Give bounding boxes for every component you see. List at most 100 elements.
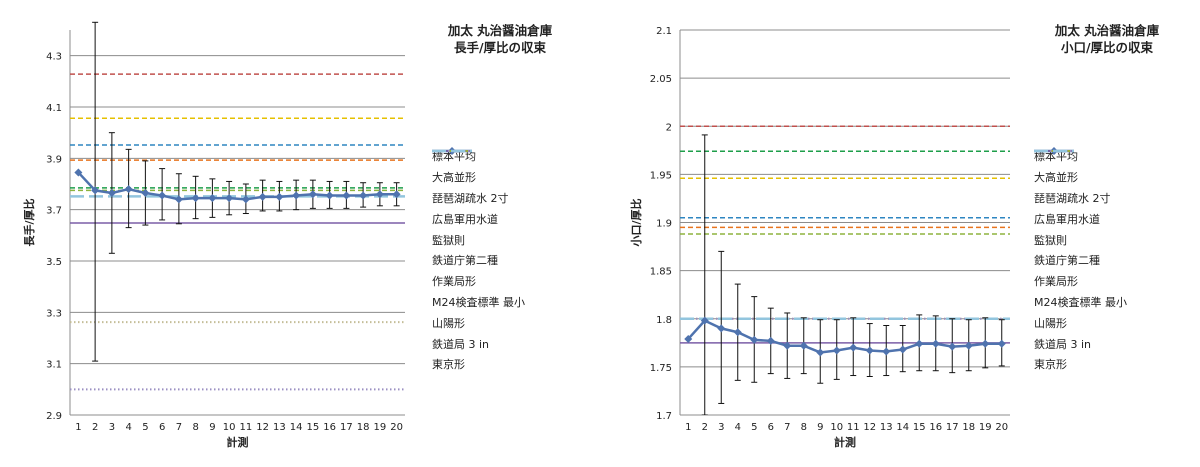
legend-item: 監獄則 xyxy=(1034,150,1127,250)
x-tick-label: 13 xyxy=(880,422,893,433)
data-point xyxy=(258,192,267,201)
legend-label: M24検査標準 最小 xyxy=(432,295,525,309)
legend-item: 山陽形 xyxy=(432,150,525,333)
x-tick-label: 18 xyxy=(357,422,370,433)
data-point xyxy=(208,194,217,203)
legend-label: 監獄則 xyxy=(1034,233,1067,247)
data-point xyxy=(783,341,792,350)
data-point xyxy=(750,335,759,344)
legend-label: 広島軍用水道 xyxy=(432,212,498,226)
data-point xyxy=(375,190,384,199)
legend-swatch xyxy=(1034,149,1074,153)
data-point xyxy=(898,345,907,354)
legend-label: 大高並形 xyxy=(432,171,476,185)
legend-item: 大高並形 xyxy=(432,150,525,188)
data-point xyxy=(342,191,351,200)
legend-label: 作業局形 xyxy=(432,275,476,289)
data-point xyxy=(915,339,924,348)
data-point xyxy=(392,190,401,199)
legend-item: 広島軍用水道 xyxy=(432,150,525,229)
x-tick-label: 12 xyxy=(863,422,876,433)
legend-item: 東京形 xyxy=(432,149,525,375)
y-tick-label: 2.1 xyxy=(656,26,672,37)
y-tick-label: 1.7 xyxy=(656,411,672,422)
legend-item: 監獄則 xyxy=(432,150,525,250)
legend-label: 山陽形 xyxy=(432,316,465,330)
data-point xyxy=(832,346,841,355)
x-tick-label: 9 xyxy=(209,422,215,433)
data-point xyxy=(717,324,726,333)
legend-label: 東京形 xyxy=(1034,358,1067,372)
data-point xyxy=(882,347,891,356)
x-tick-label: 10 xyxy=(830,422,843,433)
x-axis-title: 計測 xyxy=(834,435,856,449)
y-tick-label: 3.3 xyxy=(46,308,62,319)
legend-item: 鉄道局 3 in xyxy=(1034,150,1127,354)
x-tick-label: 11 xyxy=(240,422,253,433)
legend-item: 山陽形 xyxy=(1034,150,1127,333)
data-point xyxy=(91,186,100,195)
data-point xyxy=(158,191,167,200)
chart-title-line2: 小口/厚比の収束 xyxy=(1060,40,1154,55)
chart-title-line1: 加太 丸治醤油倉庫 xyxy=(447,23,553,38)
y-tick-label: 1.95 xyxy=(650,170,672,181)
legend-label: 作業局形 xyxy=(1034,275,1078,289)
chart-svg-length: 2.93.13.33.53.73.94.14.31 2 3 4 5 6 7 8 9 10 11 12 1… xyxy=(22,21,405,449)
data-point xyxy=(700,316,709,325)
data-point xyxy=(174,195,183,204)
x-tick-label: 6 xyxy=(159,422,165,433)
data-point xyxy=(141,188,150,197)
chart-title: 加太 丸治醤油倉庫 小口/厚比の収束 xyxy=(1027,22,1187,56)
legend-label: 鉄道局 3 in xyxy=(1034,337,1092,351)
x-tick-label: 18 xyxy=(962,422,975,433)
data-point xyxy=(865,346,874,355)
x-tick-label: 3 xyxy=(718,422,724,433)
x-tick-label: 7 xyxy=(784,422,790,433)
x-axis-title: 計測 xyxy=(227,435,249,449)
x-tick-label: 17 xyxy=(946,422,959,433)
y-tick-label: 1.9 xyxy=(656,219,672,230)
data-point xyxy=(981,339,990,348)
data-point xyxy=(684,334,693,343)
x-tick-label: 6 xyxy=(768,422,774,433)
legend-item: M24検査標準 最小 xyxy=(1034,150,1127,313)
x-tick-label: 17 xyxy=(340,422,353,433)
y-tick-label: 3.5 xyxy=(46,257,62,268)
y-tick-label: 2 xyxy=(666,122,672,133)
x-tick-label: 3 xyxy=(109,422,115,433)
x-tick-label: 16 xyxy=(323,422,336,433)
data-point xyxy=(308,190,317,199)
y-axis-title: 長手/厚比 xyxy=(22,198,36,246)
data-point xyxy=(292,191,301,200)
y-axis-title: 小口/厚比 xyxy=(629,198,643,247)
data-point xyxy=(931,339,940,348)
data-point xyxy=(766,336,775,345)
x-tick-label: 20 xyxy=(390,422,403,433)
legend-label: 山陽形 xyxy=(1034,316,1067,330)
x-tick-label: 4 xyxy=(735,422,741,433)
data-point xyxy=(359,191,368,200)
x-tick-label: 16 xyxy=(929,422,942,433)
x-tick-label: 19 xyxy=(979,422,992,433)
y-tick-label: 3.7 xyxy=(46,206,62,217)
data-point xyxy=(733,328,742,337)
x-tick-label: 7 xyxy=(176,422,182,433)
legend-label: 鉄道庁第二種 xyxy=(1034,254,1100,268)
y-tick-label: 2.9 xyxy=(46,411,62,422)
y-tick-label: 3.1 xyxy=(46,360,62,371)
legend-item: M24検査標準 最小 xyxy=(432,150,525,313)
legend-item: 広島軍用水道 xyxy=(1034,150,1127,229)
legend-item: 琵琶湖疏水 2寸 xyxy=(432,150,525,209)
legend-label: 大高並形 xyxy=(1034,171,1078,185)
chart-title: 加太 丸治醤油倉庫 長手/厚比の収束 xyxy=(420,22,580,56)
data-point xyxy=(241,195,250,204)
chart-title-line2: 長手/厚比の収束 xyxy=(453,40,547,55)
data-point xyxy=(799,341,808,350)
chart-title-line1: 加太 丸治醤油倉庫 xyxy=(1054,23,1160,38)
x-tick-label: 8 xyxy=(801,422,807,433)
y-tick-label: 1.75 xyxy=(650,363,672,374)
legend-label: M24検査標準 最小 xyxy=(1034,295,1127,309)
legend-label: 琵琶湖疏水 2寸 xyxy=(1034,191,1111,205)
legend-item: 鉄道局 3 in xyxy=(432,150,525,354)
y-tick-label: 4.1 xyxy=(46,103,62,114)
